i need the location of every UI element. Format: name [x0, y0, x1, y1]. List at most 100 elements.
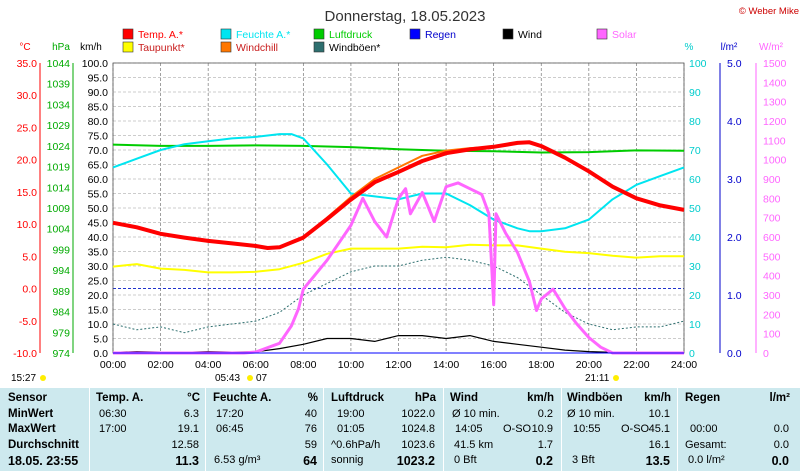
humidity-unit: %: [307, 392, 318, 404]
humidity-current-value: 64: [303, 454, 317, 468]
pressure-max-value: 1024.8: [401, 423, 435, 435]
legend-label: Taupunkt*: [138, 42, 185, 54]
x-tick: 22:00: [623, 359, 649, 371]
solar-tick: 1400: [763, 77, 787, 89]
row-label-sensor: Sensor: [8, 392, 47, 404]
pressure-tick: 1044: [47, 58, 71, 70]
legend-label: Solar: [612, 29, 637, 41]
chart-series: [112, 133, 685, 355]
rain-tick: 0.0: [727, 348, 742, 360]
temp-current-value: 11.3: [175, 454, 199, 468]
x-tick: 14:00: [433, 359, 459, 371]
wind-tick: 85.0: [88, 102, 109, 114]
x-tick: 20:00: [576, 359, 602, 371]
rain-tick: 1.0: [727, 290, 742, 302]
legend-label: Wind: [518, 29, 542, 41]
wind-max-direction: O-SO: [503, 423, 532, 435]
pressure-tick: 979: [52, 327, 70, 339]
wind-max-time: 14:05: [455, 423, 483, 435]
sunset-icon: [613, 375, 619, 381]
wind-tick: 45.0: [88, 218, 109, 230]
pressure-tick: 989: [52, 286, 70, 298]
wind-tick: 80.0: [88, 116, 109, 128]
humidity-tick: 20: [689, 290, 701, 302]
x-tick: 02:00: [147, 359, 173, 371]
temp-max-time: 17:00: [99, 423, 127, 435]
sunrise-mark: 07: [256, 373, 268, 384]
legend-swatch: [313, 28, 325, 40]
x-tick: 04:00: [195, 359, 221, 371]
rain-header: Regen: [685, 392, 721, 404]
solar-tick: 1300: [763, 97, 787, 109]
solar-tick: 900: [763, 174, 781, 186]
x-tick: 10:00: [338, 359, 364, 371]
temp-avg-value: 12.58: [171, 439, 199, 451]
humidity-tick: 70: [689, 145, 701, 157]
temp-tick: 20.0: [17, 155, 38, 167]
temp-tick: 5.0: [22, 251, 37, 263]
legend-swatch: [220, 41, 232, 53]
x-tick: 16:00: [481, 359, 507, 371]
pressure-tick: 1014: [47, 182, 71, 194]
wind-tick: 20.0: [88, 290, 109, 302]
series-temp-a: [112, 140, 685, 250]
copyright-label: © Weber Mike: [739, 6, 799, 17]
chart-axes: 35.0 30.0 25.0 20.0 15.0 10.0 5.0 0.0 -5.0 -10.0 1…: [13, 58, 786, 371]
moon-icon: [40, 375, 46, 381]
series-windb-en: [112, 256, 685, 334]
pressure-tick: 1029: [47, 120, 71, 132]
humidity-axis-unit: %: [685, 42, 694, 53]
pressure-unit: hPa: [414, 392, 436, 404]
solar-tick: 500: [763, 251, 781, 263]
legend-swatch: [122, 28, 134, 40]
humidity-tick: 40: [689, 232, 701, 244]
solar-tick: 300: [763, 290, 781, 302]
humidity-max-value: 76: [304, 423, 317, 435]
temp-min-time: 06:30: [99, 408, 127, 420]
humidity-tick: 100: [689, 58, 707, 70]
humidity-tick: 60: [689, 174, 701, 186]
gust-current-value: 13.5: [645, 454, 670, 468]
rain-axis-unit: l/m²: [721, 42, 738, 53]
gust-unit: km/h: [644, 392, 671, 404]
humidity-tick: 90: [689, 87, 701, 99]
pressure-tick: 1039: [47, 79, 71, 91]
humidity-tick: 10: [689, 319, 701, 331]
x-tick: 06:00: [243, 359, 269, 371]
legend-label: Windböen*: [329, 42, 380, 54]
wind-tick: 5.0: [93, 334, 108, 346]
solar-tick: 1500: [763, 58, 787, 70]
temp-header: Temp. A.: [96, 392, 144, 404]
series-taupunkt: [112, 243, 684, 274]
temp-unit: °C: [187, 392, 200, 404]
humidity-tick: 0: [689, 348, 695, 360]
row-label-avg: Durchschnitt: [8, 439, 79, 451]
pressure-tick: 1009: [47, 203, 71, 215]
rain-rate: 0.0 l/m²: [688, 454, 725, 466]
humidity-min-value: 40: [304, 408, 317, 420]
pressure-current-value: 1023.2: [396, 454, 435, 468]
pressure-axis-unit: hPa: [52, 42, 70, 53]
x-tick: 12:00: [385, 359, 411, 371]
wind-tick: 30.0: [88, 261, 109, 273]
wind-tick: 40.0: [88, 232, 109, 244]
humidity-tick: 80: [689, 116, 701, 128]
pressure-tick: 994: [52, 265, 70, 277]
pressure-trend-value: 1023.6: [401, 439, 435, 451]
solar-tick: 1200: [763, 116, 787, 128]
wind-max-value: 10.9: [531, 423, 553, 435]
temp-tick: 30.0: [17, 90, 38, 102]
humidity-header: Feuchte A.: [213, 392, 272, 404]
rain-total-value: 0.0: [773, 439, 789, 451]
rain-max-value: 0.0: [773, 423, 789, 435]
pressure-tick: 999: [52, 244, 70, 256]
pressure-tick: 1004: [47, 224, 71, 236]
wind-avg-value: 1.7: [537, 439, 553, 451]
legend-label: Temp. A.*: [138, 29, 183, 41]
temp-min-value: 6.3: [183, 408, 199, 420]
wind-tick: 15.0: [88, 305, 109, 317]
gust-max-time: 10:55: [573, 423, 601, 435]
temp-tick: 10.0: [17, 219, 38, 231]
gust-min-label: Ø 10 min.: [567, 408, 615, 420]
chart-legend: Temp. A.* Feuchte A.* Luftdruck Regen Wind So…: [122, 28, 637, 54]
